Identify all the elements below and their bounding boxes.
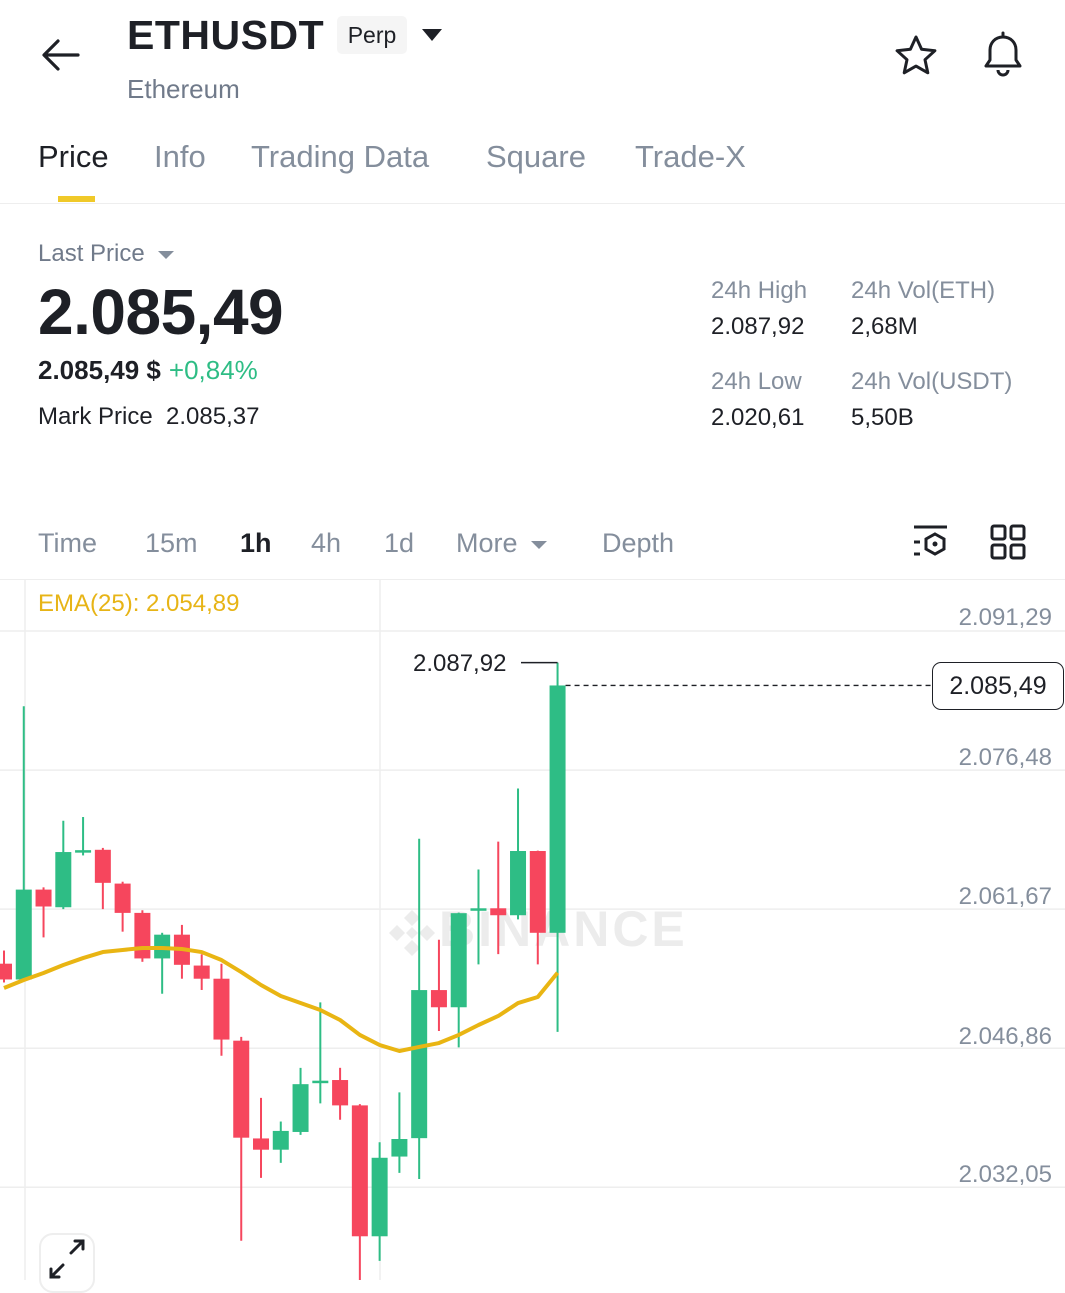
- price-change: +0,84%: [168, 355, 258, 385]
- stat-value-24h-vol-eth: 2,68M: [851, 313, 918, 340]
- usd-price-row: 2.085,49 $ +0,84%: [38, 355, 258, 386]
- candle-up: [75, 850, 92, 853]
- high-price-annotation: 2.087,92: [413, 650, 507, 677]
- back-arrow-icon[interactable]: [38, 32, 84, 78]
- symbol-title[interactable]: ETHUSDT: [127, 12, 325, 58]
- tab-trade-x[interactable]: Trade-X: [635, 139, 746, 174]
- candle-down: [0, 963, 12, 980]
- stat-label-24h-high: 24h High: [711, 277, 808, 304]
- fullscreen-button[interactable]: [39, 1233, 95, 1293]
- tab-price[interactable]: Price: [38, 139, 109, 174]
- stat-label-24h-vol-usdt: 24h Vol(USDT): [851, 368, 1013, 395]
- candle-down: [332, 1080, 349, 1106]
- bell-icon[interactable]: [980, 31, 1026, 79]
- last-price-marker[interactable]: 2.085,49: [932, 662, 1064, 710]
- last-price-label: Last Price: [38, 240, 145, 267]
- candle-down: [490, 908, 507, 916]
- candle-down: [529, 851, 546, 933]
- y-tick-label: 2.032,05: [958, 1161, 1052, 1188]
- candle-up: [312, 1080, 329, 1084]
- stat-value-24h-vol-usdt: 5,50B: [851, 404, 914, 431]
- timeframe-4h[interactable]: 4h: [311, 528, 342, 558]
- candle-down: [94, 849, 111, 883]
- candle-up: [371, 1157, 388, 1237]
- caret-down-icon[interactable]: [420, 26, 444, 44]
- ema-line: [3, 946, 560, 1054]
- star-icon[interactable]: [893, 33, 939, 79]
- candle-up: [292, 1084, 309, 1132]
- last-price-dropdown[interactable]: Last Price: [38, 240, 175, 268]
- mark-price-row: Mark Price 2.085,37: [38, 403, 259, 431]
- timeframe-time[interactable]: Time: [38, 528, 97, 558]
- indicator-settings-icon[interactable]: [912, 524, 950, 562]
- candle-up: [450, 913, 467, 1008]
- stat-value-24h-high: 2.087,92: [711, 313, 805, 340]
- candle-up: [272, 1130, 289, 1150]
- candle-down: [253, 1138, 270, 1150]
- binance-logo-icon: [389, 909, 435, 956]
- y-tick-label: 2.076,48: [958, 744, 1052, 771]
- candle-down: [35, 889, 52, 907]
- y-tick-label: 2.061,67: [958, 883, 1052, 910]
- candle-up: [15, 889, 32, 980]
- candle-up: [411, 990, 428, 1139]
- active-tab-indicator: [58, 196, 95, 202]
- y-tick-label: 2.091,29: [958, 604, 1052, 631]
- timeframe-1d[interactable]: 1d: [384, 528, 415, 558]
- candle-down: [193, 965, 210, 979]
- mark-price-label: Mark Price: [38, 403, 153, 430]
- more-label: More: [456, 528, 518, 558]
- ema-label: EMA(25): 2.054,89: [38, 590, 240, 617]
- stat-label-24h-vol-eth: 24h Vol(ETH): [851, 277, 996, 304]
- timeframe-more[interactable]: More: [456, 528, 548, 559]
- stat-value-24h-low: 2.020,61: [711, 404, 805, 431]
- candle-up: [55, 852, 72, 908]
- caret-down-icon: [158, 250, 175, 259]
- divider: [0, 579, 1065, 580]
- symbol-subtitle: Ethereum: [127, 74, 240, 104]
- divider: [0, 203, 1065, 204]
- y-tick-label: 2.046,86: [958, 1023, 1052, 1050]
- candle-up: [470, 908, 487, 911]
- stat-label-24h-low: 24h Low: [711, 368, 802, 395]
- depth-tab[interactable]: Depth: [602, 528, 675, 558]
- expand-icon: [49, 1239, 85, 1279]
- candle-up: [510, 851, 527, 916]
- caret-down-icon: [530, 540, 547, 549]
- tab-square[interactable]: Square: [486, 139, 586, 174]
- perp-badge: Perp: [337, 16, 407, 54]
- candle-up: [391, 1138, 408, 1157]
- mark-price: 2.085,37: [166, 403, 260, 430]
- candle-down: [213, 978, 230, 1040]
- timeframe-15m[interactable]: 15m: [145, 528, 198, 558]
- candle-down: [134, 912, 151, 959]
- usd-price: 2.085,49 $: [38, 355, 161, 385]
- candle-down: [233, 1040, 250, 1138]
- candle-down: [430, 990, 447, 1008]
- grid-layout-icon[interactable]: [990, 524, 1026, 560]
- timeframe-1h[interactable]: 1h: [240, 528, 272, 558]
- last-price: 2.085,49: [38, 276, 284, 348]
- tab-trading-data[interactable]: Trading Data: [251, 139, 430, 174]
- candle-up: [549, 685, 566, 933]
- tab-info[interactable]: Info: [154, 139, 206, 174]
- candle-down: [351, 1105, 368, 1237]
- candle-down: [114, 883, 131, 913]
